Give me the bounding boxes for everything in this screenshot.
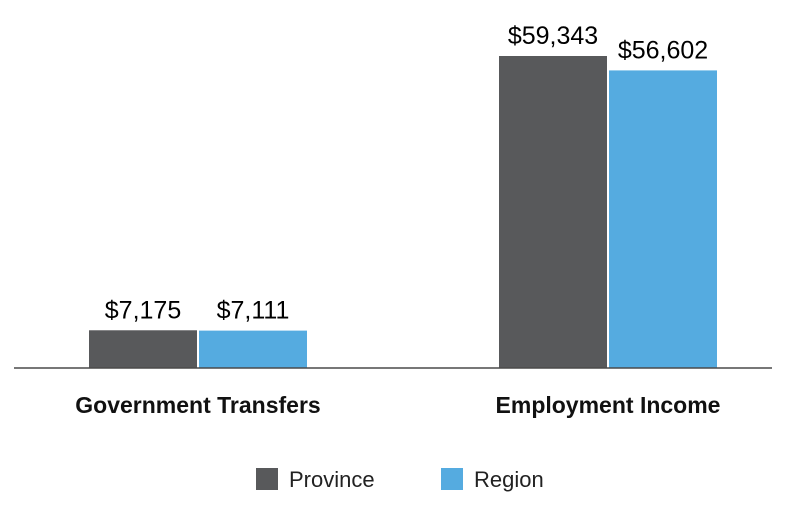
labels-layer: $7,175 $7,111 Government Transfers $59,343 $… [75,22,720,418]
legend-swatch-province [256,468,278,490]
legend: Province Region [256,467,544,492]
bar-region-1 [609,70,717,368]
bar-province-0 [89,330,197,368]
data-label-region-0: $7,111 [217,297,290,325]
legend-label-province: Province [289,467,375,492]
data-label-province-0: $7,175 [105,296,181,324]
legend-label-region: Region [474,467,544,492]
category-label-1: Employment Income [496,392,721,418]
bar-region-0 [199,330,307,368]
bar-province-1 [499,56,607,368]
data-label-province-1: $59,343 [508,22,598,50]
category-label-0: Government Transfers [75,392,320,418]
data-label-region-1: $56,602 [618,36,708,64]
bars-layer [89,56,717,368]
legend-swatch-region [441,468,463,490]
